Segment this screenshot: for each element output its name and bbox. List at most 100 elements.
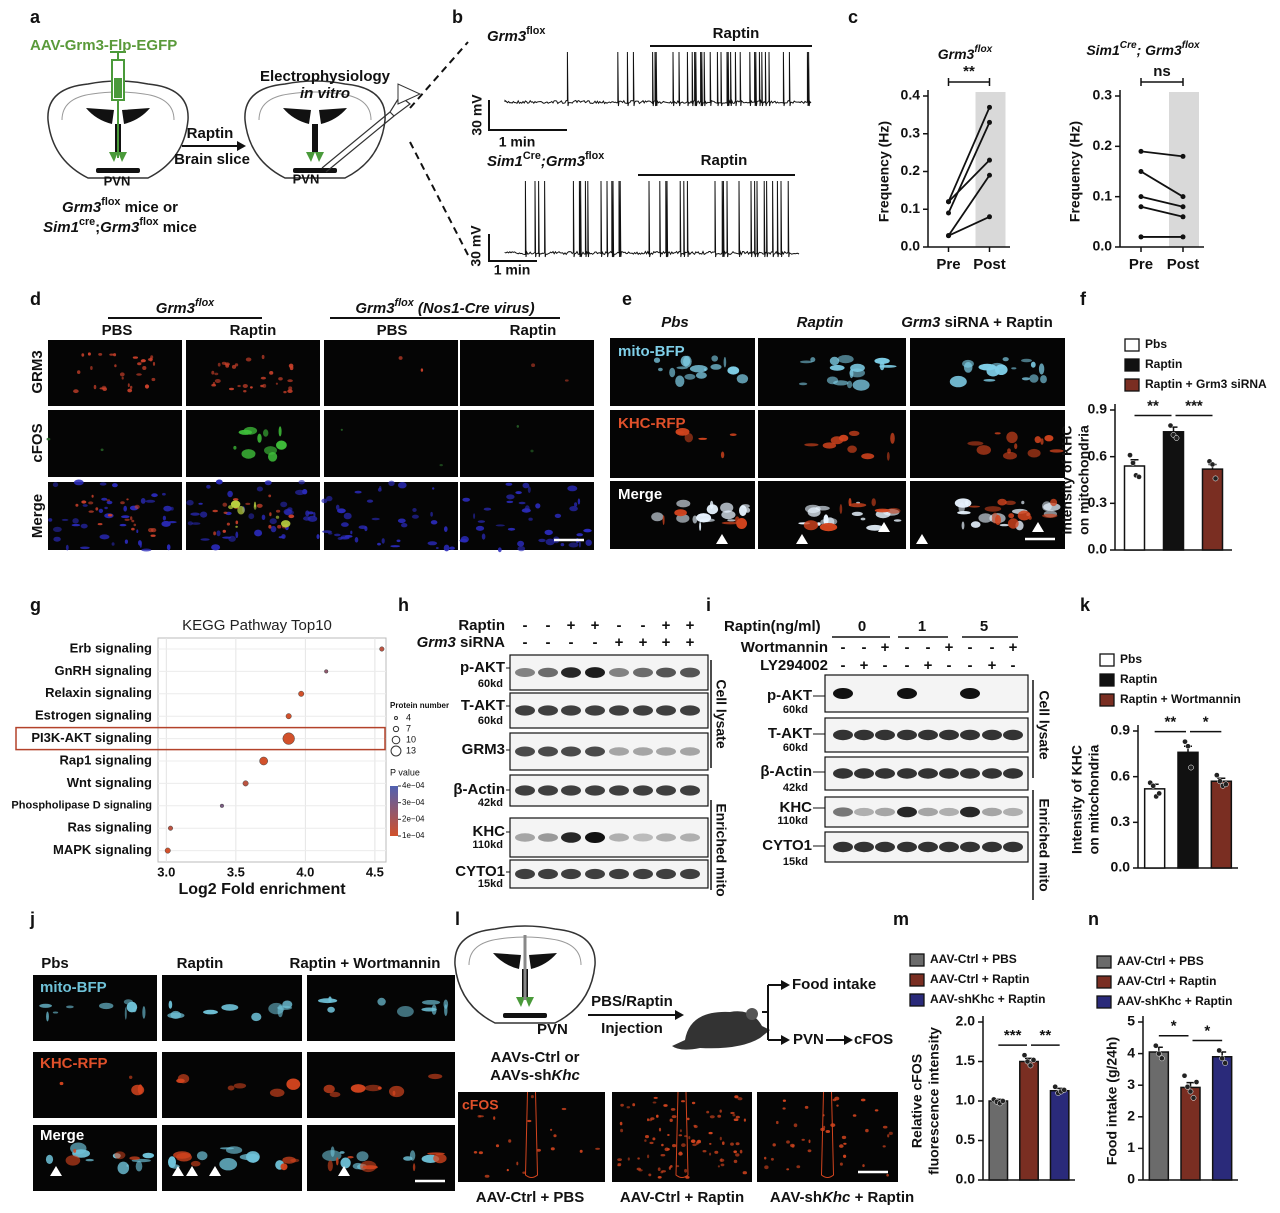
signal [377,1086,382,1090]
signal [200,511,208,518]
signal [343,512,352,520]
blot-label: CYTO1 [455,863,505,880]
signal [1011,367,1017,370]
band [515,705,535,716]
sign: + [988,657,997,674]
data-point [987,104,992,110]
label: 0 [858,618,866,635]
signal [807,507,821,517]
signal [997,498,1007,506]
signal [648,1173,652,1177]
signal [98,508,104,513]
micrograph [48,482,182,550]
signal [678,1134,683,1137]
mouse-ear [746,1008,758,1020]
signal [123,999,133,1005]
signal [849,368,865,378]
signal [506,494,515,500]
signal [531,363,536,368]
label-part: Khc [822,1189,851,1206]
signal [75,503,79,507]
sign: + [945,639,954,656]
signal [516,425,519,428]
signal [287,389,293,394]
signal [250,386,253,389]
data-point [987,119,992,125]
signal [337,537,343,540]
pvn-mark [109,152,127,162]
signal [709,1142,712,1145]
signal [95,507,99,511]
blot-frame [824,796,1029,828]
signal [80,523,88,529]
y-tick-label: 1.5 [956,1052,976,1068]
significance: * [1203,714,1209,731]
legend-label: 13 [406,745,416,755]
signal [124,518,130,521]
signal [48,518,53,522]
signal [231,364,237,369]
signal [245,357,252,362]
bar [1162,431,1185,551]
label: Sim1cre;Grm3flox mice [43,216,197,236]
signal [798,382,808,386]
y-tick-label: 0.5 [956,1131,976,1147]
amplifier [397,83,422,105]
label-part: Grm3 [417,634,457,651]
data-line [948,215,990,237]
signal [743,521,747,524]
signal [874,1109,879,1112]
data-point [1130,460,1136,466]
band [1003,768,1023,779]
band [633,705,653,716]
label-part: cre [79,216,95,228]
signal [676,1165,680,1168]
band [561,785,581,796]
signal [886,451,890,461]
signal [340,428,343,431]
signal [256,503,263,508]
signal [360,1160,377,1173]
signal [742,1171,747,1175]
label: cFOS [29,423,46,462]
signal [793,1123,798,1128]
blot-label: β-Actin [453,781,505,798]
signal [851,511,863,516]
signal [720,451,725,459]
data-point [1138,204,1144,210]
band [538,705,558,716]
signal [595,1147,600,1150]
y-tick-label: 0.9 [1088,401,1108,417]
legend-label: Raptin [1145,357,1182,371]
signal [162,515,166,521]
band [918,768,938,779]
band [960,688,980,699]
signal [211,370,215,375]
data-point [1180,204,1186,210]
signal [804,443,819,447]
signal [167,1012,185,1019]
signal [73,479,84,486]
data-line [947,159,991,203]
signal [735,1115,740,1119]
signal [650,1117,655,1120]
signal [852,1114,857,1117]
y-tick-label: 0.0 [1088,541,1108,557]
signal [617,1158,622,1161]
label-part: flox [101,196,120,208]
y-tick-label: 0 [1127,1171,1135,1187]
signal [638,1169,643,1172]
signal [528,517,533,521]
signal [822,442,837,449]
significance: ns [1153,63,1171,80]
data-point [1190,1094,1197,1101]
label-part: Pbs [661,314,689,331]
signal [561,1107,567,1111]
band [982,841,1002,853]
signal [401,523,408,528]
signal [286,1078,301,1090]
signal [397,518,406,524]
sign: + [662,634,671,651]
band [854,841,874,853]
signal [848,498,852,507]
